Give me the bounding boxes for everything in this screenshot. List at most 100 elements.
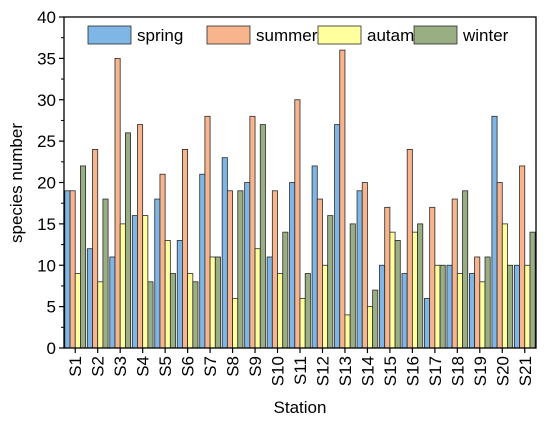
bar-autamn-S21 <box>524 264 531 349</box>
y-tick-label: 5 <box>47 298 56 317</box>
bar-summer-S5 <box>159 173 166 349</box>
bar-spring-S10 <box>266 256 273 349</box>
bar-spring-S21 <box>513 264 520 349</box>
bars-layer <box>64 49 536 349</box>
bar-winter-S20 <box>507 264 514 349</box>
bar-winter-S1 <box>80 165 87 349</box>
x-tick-label: S19 <box>471 356 490 386</box>
bar-spring-S3 <box>109 256 116 349</box>
bar-autamn-S19 <box>479 281 486 349</box>
bar-winter-S11 <box>304 273 311 349</box>
bar-autamn-S17 <box>434 264 441 349</box>
bar-summer-S3 <box>114 57 121 349</box>
bar-autamn-S8 <box>232 297 239 349</box>
bar-spring-S8 <box>221 157 228 349</box>
x-tick-label: S10 <box>269 356 288 386</box>
x-tick-label: S15 <box>381 356 400 386</box>
legend-label-summer: summer <box>256 26 318 45</box>
x-tick-label: S21 <box>516 356 535 386</box>
bar-spring-S11 <box>289 182 296 349</box>
x-tick-label: S5 <box>156 356 175 377</box>
bar-winter-S7 <box>214 256 221 349</box>
bar-summer-S10 <box>271 190 278 349</box>
x-tick-label: S8 <box>224 356 243 377</box>
x-tick-label: S11 <box>291 356 310 385</box>
bar-summer-S20 <box>496 182 503 349</box>
bar-autamn-S7 <box>209 256 216 349</box>
x-tick-label: S7 <box>201 356 220 377</box>
x-tick-label: S18 <box>448 356 467 386</box>
y-tick-label: 0 <box>47 339 56 358</box>
bar-spring-S17 <box>424 297 431 349</box>
bar-autamn-S14 <box>367 306 374 349</box>
bar-summer-S6 <box>182 148 189 349</box>
bar-autamn-S18 <box>456 273 463 349</box>
legend-swatch-autamn <box>317 25 362 45</box>
x-tick-label: S6 <box>179 356 198 377</box>
x-tick-label: S4 <box>134 356 153 377</box>
bar-spring-S5 <box>154 198 161 349</box>
bar-spring-S2 <box>86 248 93 349</box>
x-tick-label: S14 <box>358 356 377 386</box>
legend-swatch-summer <box>206 25 251 45</box>
legend-label-winter: winter <box>462 26 509 45</box>
bar-spring-S15 <box>379 264 386 349</box>
bar-winter-S5 <box>169 273 176 349</box>
x-axis-title: Station <box>274 398 327 417</box>
x-tick-label: S16 <box>403 356 422 386</box>
bar-winter-S21 <box>529 231 536 349</box>
bar-winter-S14 <box>372 289 379 349</box>
bar-spring-S14 <box>356 190 363 349</box>
bar-winter-S3 <box>124 132 131 349</box>
bar-summer-S16 <box>406 148 413 349</box>
y-tick-label: 30 <box>37 91 56 110</box>
bar-winter-S4 <box>147 281 154 349</box>
bar-summer-S9 <box>249 115 256 349</box>
bar-winter-S15 <box>394 240 401 349</box>
bar-autamn-S20 <box>501 223 508 349</box>
bar-winter-S6 <box>192 281 199 349</box>
bar-spring-S1 <box>64 190 71 349</box>
x-tick-label: S2 <box>89 356 108 377</box>
legend-label-spring: spring <box>137 26 183 45</box>
bar-spring-S20 <box>491 115 498 349</box>
bar-spring-S6 <box>176 240 183 349</box>
legend-swatch-spring <box>87 25 132 45</box>
bar-winter-S10 <box>282 231 289 349</box>
x-tick-label: S17 <box>426 356 445 386</box>
bar-autamn-S16 <box>411 231 418 349</box>
bar-autamn-S2 <box>97 281 104 349</box>
x-tick-label: S9 <box>246 356 265 377</box>
bar-summer-S7 <box>204 115 211 349</box>
bar-summer-S21 <box>519 165 526 349</box>
y-tick-label: 35 <box>37 49 56 68</box>
y-axis-title: species number <box>7 123 26 243</box>
bar-autamn-S3 <box>119 223 126 349</box>
legend: spring summer autamn winter <box>87 25 509 45</box>
x-tick-label: S12 <box>313 356 332 386</box>
bar-summer-S13 <box>339 49 346 349</box>
bar-summer-S1 <box>69 190 76 349</box>
y-tick-label: 20 <box>37 174 56 193</box>
bar-summer-S17 <box>429 206 436 349</box>
y-tick-label: 40 <box>37 8 56 27</box>
x-tick-label: S3 <box>111 356 130 377</box>
bar-summer-S11 <box>294 99 301 349</box>
bar-spring-S13 <box>334 124 341 349</box>
bar-summer-S15 <box>384 206 391 349</box>
bar-summer-S19 <box>474 256 481 349</box>
bar-spring-S4 <box>131 215 138 349</box>
bar-winter-S13 <box>349 223 356 349</box>
bar-winter-S9 <box>259 124 266 349</box>
bar-autamn-S11 <box>299 297 306 349</box>
bar-summer-S12 <box>316 198 323 349</box>
bar-autamn-S1 <box>74 273 81 349</box>
bar-spring-S7 <box>199 173 206 349</box>
bar-autamn-S5 <box>164 240 171 349</box>
bar-autamn-S15 <box>389 231 396 349</box>
bar-winter-S12 <box>327 215 334 349</box>
bar-summer-S18 <box>451 198 458 349</box>
bar-spring-S12 <box>311 165 318 349</box>
bar-winter-S17 <box>439 264 446 349</box>
